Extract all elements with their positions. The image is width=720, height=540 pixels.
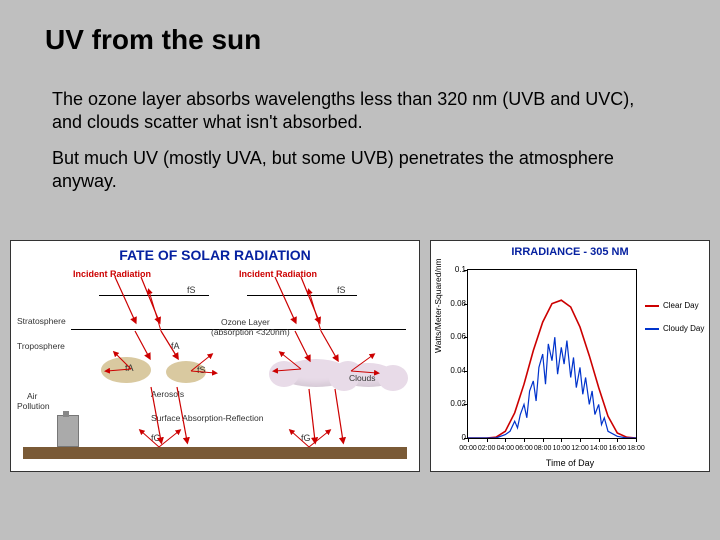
radiation-arrows bbox=[11, 241, 419, 471]
paragraph-2: But much UV (mostly UVA, but some UVB) p… bbox=[52, 147, 662, 192]
y-tick-label: 0.08 bbox=[446, 299, 466, 308]
legend-label-cloudy: Cloudy Day bbox=[663, 324, 704, 333]
slide: UV from the sun The ozone layer absorbs … bbox=[0, 0, 720, 540]
y-tick-label: 0 bbox=[446, 433, 466, 442]
legend-cloudy-day: Cloudy Day bbox=[645, 324, 705, 333]
body-text: The ozone layer absorbs wavelengths less… bbox=[52, 88, 662, 206]
y-tick-mark bbox=[464, 304, 468, 305]
x-tick-mark bbox=[580, 438, 581, 442]
x-tick-mark bbox=[524, 438, 525, 442]
irradiance-chart: IRRADIANCE - 305 NM Watts/Meter-Squared/… bbox=[430, 240, 710, 472]
x-tick-mark bbox=[505, 438, 506, 442]
x-tick-mark bbox=[543, 438, 544, 442]
y-tick-mark bbox=[464, 337, 468, 338]
plot-svg bbox=[468, 270, 636, 438]
legend: Clear Day Cloudy Day bbox=[645, 301, 705, 347]
legend-swatch-cloudy bbox=[645, 328, 659, 330]
paragraph-1: The ozone layer absorbs wavelengths less… bbox=[52, 88, 662, 133]
legend-swatch-clear bbox=[645, 305, 659, 307]
y-tick-label: 0.02 bbox=[446, 399, 466, 408]
y-tick-mark bbox=[464, 270, 468, 271]
x-tick-mark bbox=[617, 438, 618, 442]
legend-clear-day: Clear Day bbox=[645, 301, 705, 310]
x-tick-label: 18:00 bbox=[624, 445, 648, 452]
legend-label-clear: Clear Day bbox=[663, 301, 699, 310]
y-tick-label: 0.1 bbox=[446, 265, 466, 274]
x-tick-mark bbox=[468, 438, 469, 442]
y-tick-label: 0.06 bbox=[446, 332, 466, 341]
x-tick-mark bbox=[487, 438, 488, 442]
x-tick-mark bbox=[599, 438, 600, 442]
slide-title: UV from the sun bbox=[45, 24, 261, 56]
x-axis-label: Time of Day bbox=[431, 458, 709, 468]
solar-radiation-diagram: FATE OF SOLAR RADIATION Incident Radiati… bbox=[10, 240, 420, 472]
x-tick-mark bbox=[636, 438, 637, 442]
y-tick-mark bbox=[464, 404, 468, 405]
y-tick-mark bbox=[464, 371, 468, 372]
right-chart-title: IRRADIANCE - 305 NM bbox=[431, 246, 709, 258]
x-tick-mark bbox=[561, 438, 562, 442]
y-axis-label: Watts/Meter-Squared/nm bbox=[433, 258, 443, 353]
plot-area: 00.020.040.060.080.100:0002:0004:0006:00… bbox=[467, 269, 637, 439]
y-tick-label: 0.04 bbox=[446, 366, 466, 375]
